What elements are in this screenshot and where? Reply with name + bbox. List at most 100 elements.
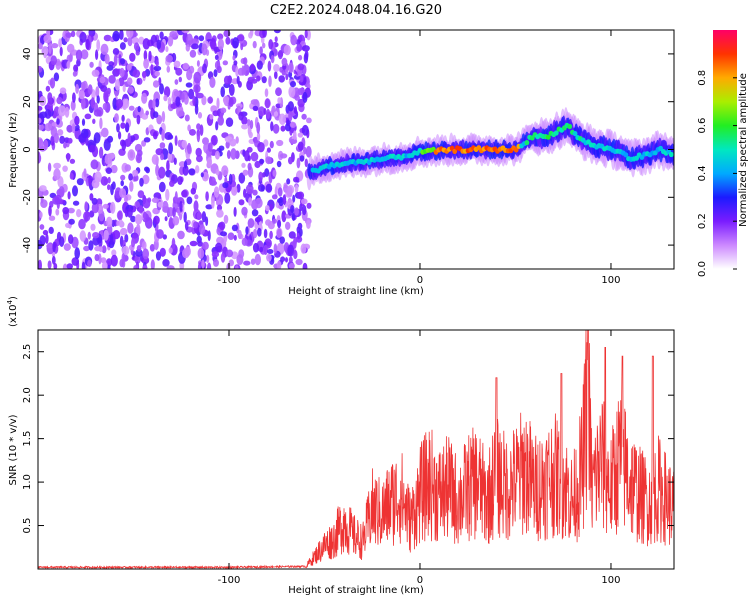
heatmap-noise-cell (237, 229, 242, 240)
heatmap-noise-cell (292, 238, 297, 249)
heatmap-noise-cell (119, 227, 128, 236)
heatmap-noise-cell (216, 97, 220, 110)
heatmap-noise-cell (277, 49, 283, 60)
colorbar-tick-label: 0.2 (697, 213, 708, 229)
heatmap-noise-cell (193, 200, 199, 212)
heatmap-noise-cell (38, 117, 42, 124)
heatmap-noise-cell (188, 168, 196, 176)
heatmap-noise-cell (222, 182, 229, 189)
heatmap-noise-cell (241, 123, 249, 130)
heatmap-noise-cell (133, 42, 140, 51)
heatmap-noise-cell (288, 262, 295, 269)
heatmap-noise-cell (91, 197, 98, 205)
heatmap-noise-cell (152, 98, 156, 110)
heatmap-noise-cell (87, 231, 92, 240)
heatmap-noise-cell (74, 247, 80, 260)
heatmap-noise-cell (114, 113, 119, 123)
heatmap-noise-cell (58, 186, 65, 198)
heatmap-noise-cell (98, 246, 103, 253)
heatmap-noise-cell (92, 118, 96, 125)
heatmap-noise-cell (306, 117, 312, 124)
heatmap-noise-cell (254, 197, 263, 209)
heatmap-noise-cell (65, 32, 72, 38)
heatmap-noise-cell (112, 230, 121, 240)
heatmap-noise-cell (62, 263, 68, 269)
heatmap-noise-cell (79, 31, 87, 43)
heatmap-noise-cell (48, 205, 52, 217)
heatmap-noise-cell (39, 111, 48, 119)
heatmap-ridge-cell (623, 152, 629, 158)
heatmap-noise-cell (136, 114, 141, 125)
heatmap-noise-cell (120, 122, 126, 129)
heatmap-noise-cell (273, 243, 278, 254)
heatmap-noise-cell (196, 60, 200, 67)
heatmap-noise-cell (187, 124, 191, 132)
heatmap-noise-cell (83, 245, 90, 252)
heatmap-noise-cell (80, 97, 86, 110)
heatmap-noise-cell (45, 85, 51, 92)
heatmap-noise-cell (220, 86, 225, 98)
heatmap-noise-cell (294, 184, 299, 194)
heatmap-noise-cell (172, 207, 176, 218)
heatmap-noise-cell (101, 261, 108, 269)
heatmap-y-tick-label: -40 (22, 237, 33, 253)
heatmap-noise-cell (88, 174, 92, 187)
heatmap-noise-cell (69, 158, 76, 164)
heatmap-noise-cell (162, 200, 169, 213)
heatmap-noise-cell (283, 44, 291, 56)
heatmap-noise-cell (197, 247, 205, 259)
heatmap-noise-cell (227, 232, 235, 240)
heatmap-noise-cell (265, 183, 273, 193)
heatmap-noise-cell (201, 211, 207, 223)
heatmap-noise-cell (44, 123, 53, 132)
heatmap-noise-cell (64, 106, 70, 118)
heatmap-noise-cell (73, 64, 79, 73)
heatmap-noise-cell (191, 43, 199, 50)
heatmap-noise-cell (93, 132, 101, 144)
heatmap-noise-cell (106, 65, 114, 71)
heatmap-noise-cell (184, 221, 189, 231)
heatmap-noise-cell (46, 101, 53, 111)
heatmap-noise-cell (211, 197, 215, 209)
heatmap-noise-cell (166, 160, 170, 172)
heatmap-noise-cell (222, 60, 228, 66)
heatmap-noise-cell (161, 111, 166, 123)
heatmap-noise-cell (123, 37, 128, 43)
heatmap-noise-cell (50, 126, 58, 137)
heatmap-noise-cell (81, 118, 86, 126)
heatmap-noise-cell (165, 46, 169, 53)
heatmap-noise-cell (302, 204, 307, 216)
heatmap-noise-cell (195, 147, 202, 157)
heatmap-noise-cell (161, 129, 165, 141)
heatmap-noise-cell (262, 30, 267, 38)
heatmap-noise-cell (269, 140, 274, 149)
heatmap-noise-cell (59, 87, 67, 95)
heatmap-noise-cell (206, 157, 213, 167)
heatmap-noise-cell (248, 131, 253, 139)
heatmap-noise-cell (182, 248, 190, 259)
heatmap-noise-cell (254, 253, 261, 266)
heatmap-noise-cell (156, 114, 163, 125)
heatmap-noise-cell (250, 258, 256, 265)
heatmap-noise-cell (244, 150, 250, 162)
heatmap-noise-cell (217, 116, 224, 126)
heatmap-noise-cell (265, 205, 270, 212)
heatmap-noise-cell (285, 257, 288, 263)
heatmap-noise-cell (290, 34, 298, 46)
colorbar-label: Normalized spectral amplitude (738, 73, 749, 227)
heatmap-ridge-cell (567, 123, 573, 130)
heatmap-noise-cell (209, 114, 214, 120)
heatmap-noise-cell (41, 46, 49, 56)
heatmap-noise-cell (107, 184, 111, 191)
heatmap-noise-cell (115, 79, 120, 91)
heatmap-noise-cell (119, 67, 125, 78)
heatmap-noise-cell (120, 180, 124, 187)
heatmap-noise-cell (226, 150, 231, 159)
heatmap-noise-cell (167, 151, 173, 163)
heatmap-noise-cell (58, 105, 66, 117)
heatmap-noise-cell (256, 132, 261, 141)
heatmap-noise-cell (186, 196, 193, 205)
heatmap-noise-cell (207, 142, 213, 152)
heatmap-y-tick-label: -20 (22, 189, 33, 205)
heatmap-noise-cell (49, 77, 56, 89)
